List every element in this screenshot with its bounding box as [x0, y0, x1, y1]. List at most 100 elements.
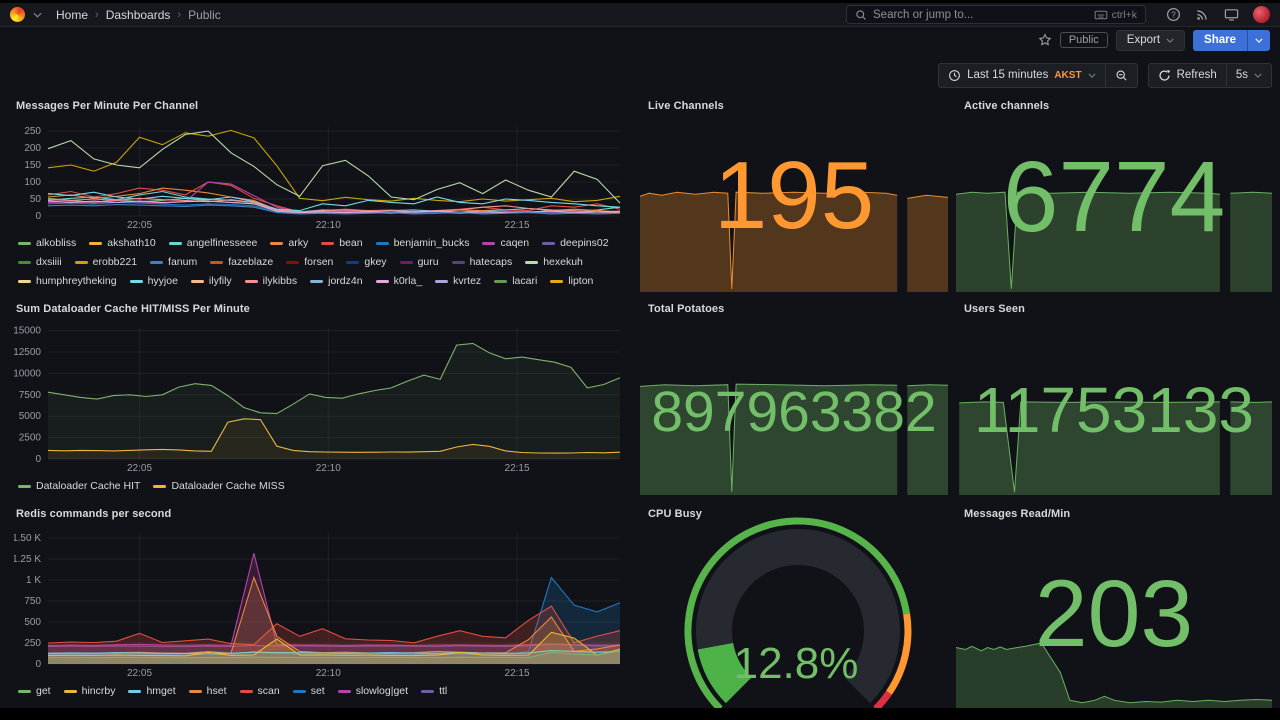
panel-title[interactable]: Users Seen	[964, 303, 1025, 315]
legend-item[interactable]: bean	[321, 236, 363, 251]
user-avatar[interactable]	[1253, 6, 1270, 23]
zoom-out-time-button[interactable]	[1104, 63, 1137, 87]
time-range-picker[interactable]: Last 15 minutes AKST	[939, 64, 1104, 87]
panel-title[interactable]: Messages Read/Min	[964, 508, 1071, 520]
export-button[interactable]: Export	[1115, 29, 1186, 51]
panel-title[interactable]: Messages Per Minute Per Channel	[16, 100, 199, 112]
live-channels-value: 195	[713, 141, 875, 249]
active-channels-value: 6774	[1002, 140, 1226, 253]
panel-total-potatoes: Total Potatoes 897963382	[640, 298, 948, 495]
chevron-down-icon	[1166, 38, 1174, 43]
legend-item[interactable]: akshath10	[89, 236, 156, 251]
keyboard-icon	[1094, 10, 1108, 20]
legend-item[interactable]: forsen	[286, 255, 333, 270]
legend-item[interactable]: hyyjoe	[129, 274, 178, 289]
dataloader-cache-chart[interactable]: 0 2500 5000 7500 10000 12500 15000 22:05 22:10 22…	[14, 322, 626, 474]
refresh-button[interactable]: Refresh	[1149, 64, 1226, 87]
legend-item[interactable]: benjamin_bucks	[375, 236, 469, 251]
legend-item[interactable]: hincrby	[63, 684, 115, 698]
share-menu-caret[interactable]	[1247, 29, 1270, 51]
svg-text:250: 250	[24, 638, 41, 649]
svg-text:0: 0	[35, 454, 41, 465]
legend-item[interactable]: lipton	[550, 274, 593, 289]
panel-title[interactable]: Sum Dataloader Cache HIT/MISS Per Minute	[16, 303, 250, 315]
grafana-logo-icon[interactable]	[10, 7, 25, 22]
legend-item[interactable]: erobb221	[74, 255, 137, 270]
legend-color-dash	[153, 485, 167, 488]
legend-color-dash	[435, 280, 449, 283]
legend-item[interactable]: Dataloader Cache HIT	[18, 479, 140, 493]
panel-title[interactable]: Live Channels	[648, 100, 724, 112]
legend-item[interactable]: hset	[188, 684, 227, 698]
legend-item[interactable]: ilykibbs	[244, 274, 297, 289]
legend-item[interactable]: jordz4n	[310, 274, 363, 289]
legend-item[interactable]: deepins02	[542, 236, 609, 251]
legend-item[interactable]: alkobliss	[18, 236, 76, 251]
breadcrumb-separator-icon: ›	[177, 8, 182, 21]
news-rss-icon[interactable]	[1195, 7, 1210, 22]
legend-item[interactable]: ilyfily	[190, 274, 232, 289]
legend-color-dash	[18, 261, 31, 264]
breadcrumb-dashboards[interactable]: Dashboards	[105, 7, 171, 22]
breadcrumb-public[interactable]: Public	[188, 7, 221, 22]
legend-color-dash	[63, 690, 77, 693]
timezone-label: AKST	[1054, 69, 1082, 81]
legend-item[interactable]: angelfinesseee	[168, 236, 257, 251]
legend-item[interactable]: fazeblaze	[210, 255, 273, 270]
star-icon[interactable]	[1038, 33, 1052, 47]
panel-title[interactable]: Active channels	[964, 100, 1050, 112]
refresh-interval-dropdown[interactable]: 5s	[1225, 63, 1271, 87]
legend-item[interactable]: scan	[239, 684, 280, 698]
legend-color-dash	[190, 280, 204, 283]
legend-item[interactable]: k0rla_	[375, 274, 422, 289]
legend-item[interactable]: hatecaps	[451, 255, 512, 270]
share-button[interactable]: Share	[1193, 29, 1247, 51]
svg-text:1.25 K: 1.25 K	[14, 554, 41, 565]
legend-item[interactable]: slowlog|get	[337, 684, 408, 698]
nav-chevron-down-icon[interactable]	[33, 12, 42, 18]
svg-text:22:05: 22:05	[127, 220, 152, 231]
legend-item[interactable]: guru	[399, 255, 439, 270]
legend-item[interactable]: set	[292, 684, 325, 698]
screen-share-icon[interactable]	[1224, 7, 1239, 22]
legend-item[interactable]: caqen	[482, 236, 529, 251]
panel-dataloader-cache: Sum Dataloader Cache HIT/MISS Per Minute…	[8, 298, 632, 495]
panel-title[interactable]: CPU Busy	[648, 508, 702, 520]
legend-item[interactable]: lacari	[494, 274, 537, 289]
legend-item[interactable]: get	[18, 684, 51, 698]
users-seen-sparkline	[956, 400, 1272, 495]
svg-text:10000: 10000	[14, 368, 41, 379]
redis-commands-chart[interactable]: 0 250 500 750 1 K 1.25 K 1.50 K 22:05 22:10 22:15	[14, 527, 626, 679]
legend-item[interactable]: kvrtez	[435, 274, 481, 289]
legend-item[interactable]: dxsiiii	[18, 255, 62, 270]
legend-color-dash	[421, 690, 435, 693]
legend-item[interactable]: Dataloader Cache MISS	[153, 479, 285, 493]
panel-title[interactable]: Redis commands per second	[16, 508, 172, 520]
clock-icon	[948, 69, 961, 82]
legend-item[interactable]: hmget	[128, 684, 176, 698]
breadcrumb-home[interactable]: Home	[56, 7, 89, 22]
search-shortcut: ctrl+k	[1094, 9, 1137, 21]
search-icon	[855, 9, 867, 21]
legend-item[interactable]: hexekuh	[525, 255, 583, 270]
help-icon[interactable]: ?	[1166, 7, 1181, 22]
legend-color-dash	[244, 280, 258, 283]
legend-item[interactable]: gkey	[346, 255, 387, 270]
panel-title[interactable]: Total Potatoes	[648, 303, 725, 315]
legend-item[interactable]: ttl	[421, 684, 447, 698]
legend-item[interactable]: fanum	[150, 255, 197, 270]
svg-text:22:05: 22:05	[127, 463, 152, 474]
messages-per-minute-chart[interactable]: 0 50 100 150 200 250 22:05 22:10 22:15	[14, 121, 626, 231]
legend-item[interactable]: humphreytheking	[18, 274, 117, 289]
svg-text:200: 200	[24, 143, 41, 154]
legend-color-dash	[168, 242, 182, 245]
legend-color-dash	[18, 280, 31, 283]
panel-redis-commands: Redis commands per second 0 250 500 750 1 K 1…	[8, 503, 632, 708]
legend-color-dash	[18, 242, 31, 245]
legend-color-dash	[89, 242, 103, 245]
legend-item[interactable]: arky	[270, 236, 308, 251]
dashboard-action-bar: Public Export Share	[0, 27, 1280, 53]
legend-color-dash	[375, 280, 389, 283]
search-input[interactable]: Search or jump to... ctrl+k	[846, 5, 1146, 24]
